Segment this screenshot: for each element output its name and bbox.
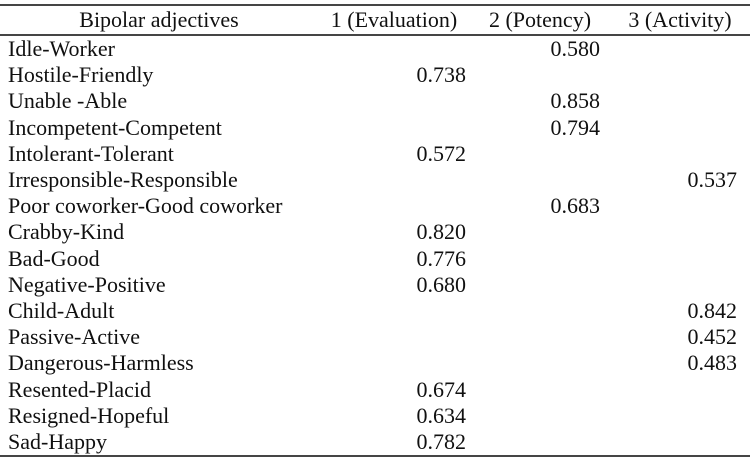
table-body: Idle-Worker 0.580 Hostile-Friendly 0.738… [0,36,750,455]
table-row: Child-Adult 0.842 [0,298,750,324]
row-label: Child-Adult [8,297,115,323]
row-label: Sad-Happy [8,428,107,454]
row-label: Irresponsible-Responsible [8,167,238,193]
activity-value: 0.842 [687,297,738,323]
table-row: Irresponsible-Responsible 0.537 [0,167,750,193]
potency-value: 0.683 [550,193,601,219]
row-label: Resigned-Hopeful [8,402,170,428]
activity-value: 0.537 [687,167,738,193]
table-row: Bad-Good 0.776 [0,246,750,272]
header-evaluation: 1 (Evaluation) [330,7,458,32]
evaluation-value: 0.776 [416,245,467,271]
table-row: Poor coworker-Good coworker 0.683 [0,193,750,219]
row-label: Crabby-Kind [8,219,125,245]
table-top-rule [0,4,750,6]
evaluation-value: 0.680 [416,271,467,297]
table-header-row: Bipolar adjectives 1 (Evaluation) 2 (Pot… [0,6,750,34]
table-row: Crabby-Kind 0.820 [0,219,750,245]
row-label: Poor coworker-Good coworker [8,193,283,219]
row-label: Incompetent-Competent [8,114,222,140]
table-row: Negative-Positive 0.680 [0,272,750,298]
row-label: Negative-Positive [8,271,166,297]
potency-value: 0.580 [550,36,601,62]
evaluation-value: 0.674 [416,376,467,402]
table-row: Unable -Able 0.858 [0,88,750,114]
header-bipolar-adjectives: Bipolar adjectives [79,7,239,32]
evaluation-value: 0.820 [416,219,467,245]
table-row: Resented-Placid 0.674 [0,376,750,402]
evaluation-value: 0.572 [416,140,467,166]
header-activity: 3 (Activity) [628,7,732,32]
row-label: Idle-Worker [8,36,115,62]
table-header-rule [0,34,750,36]
table-row: Idle-Worker 0.580 [0,36,750,62]
table-row: Dangerous-Harmless 0.483 [0,350,750,376]
factor-loadings-table: Bipolar adjectives 1 (Evaluation) 2 (Pot… [0,4,750,457]
evaluation-value: 0.738 [416,62,467,88]
activity-value: 0.483 [687,350,738,376]
header-potency: 2 (Potency) [488,7,592,32]
potency-value: 0.858 [550,88,601,114]
row-label: Bad-Good [8,245,100,271]
row-label: Hostile-Friendly [8,62,154,88]
table-row: Intolerant-Tolerant 0.572 [0,141,750,167]
table-row: Resigned-Hopeful 0.634 [0,403,750,429]
evaluation-value: 0.782 [416,428,467,454]
row-label: Intolerant-Tolerant [8,140,174,166]
row-label: Dangerous-Harmless [8,350,194,376]
table-row: Sad-Happy 0.782 [0,429,750,455]
table-row: Passive-Active 0.452 [0,324,750,350]
evaluation-value: 0.634 [416,402,467,428]
table-row: Incompetent-Competent 0.794 [0,115,750,141]
table-row: Hostile-Friendly 0.738 [0,62,750,88]
row-label: Unable -Able [8,88,128,114]
potency-value: 0.794 [550,114,601,140]
table-bottom-rule [0,455,750,457]
row-label: Resented-Placid [8,376,151,402]
row-label: Passive-Active [8,324,140,350]
activity-value: 0.452 [687,324,738,350]
